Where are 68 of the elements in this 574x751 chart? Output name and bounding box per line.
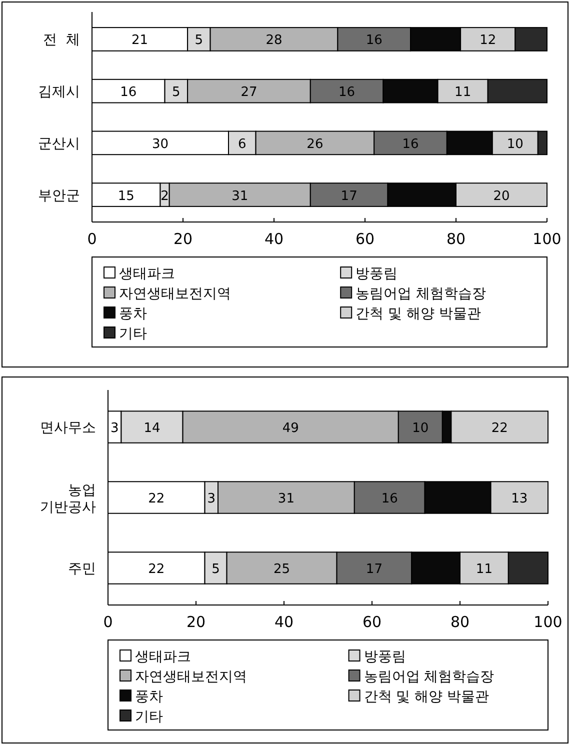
x-tick-label: 40 [274, 613, 294, 631]
data-label: 17 [340, 188, 358, 204]
legend-label: 풍차 [119, 306, 147, 322]
x-tick-label: 60 [362, 613, 382, 631]
y-tick-label: 군산시 [38, 136, 80, 152]
legend-label: 기타 [119, 326, 147, 342]
data-label: 12 [480, 33, 496, 48]
data-label: 20 [493, 188, 510, 204]
y-tick-label: 농업 기반공사 [40, 482, 96, 516]
data-label: 28 [266, 33, 282, 48]
legend-label: 농림어업 체험학습장 [356, 286, 486, 302]
data-label: 22 [148, 492, 165, 506]
y-tick-label: 부안군 [38, 188, 80, 204]
legend-label: 생태파크 [119, 266, 175, 282]
data-label: 5 [172, 85, 180, 100]
legend-label: 농림어업 체험학습장 [364, 669, 494, 685]
legend-label: 생태파크 [135, 649, 191, 665]
y-tick-label: 주민 [68, 560, 96, 577]
data-label: 10 [506, 136, 524, 152]
data-label: 25 [274, 562, 290, 577]
y-tick-label: 면사무소 [40, 420, 96, 436]
x-tick-label: 0 [87, 230, 97, 248]
x-tick-label: 80 [450, 613, 470, 631]
legend-label: 기타 [135, 709, 163, 725]
data-label: 11 [454, 85, 472, 100]
data-label: 22 [148, 562, 165, 577]
x-tick-label: 20 [173, 230, 193, 248]
data-label: 16 [381, 492, 398, 506]
data-label: 27 [240, 85, 258, 100]
legend-label: 간척 및 해양 박물관 [356, 306, 481, 322]
data-label: 17 [366, 562, 382, 577]
x-tick-label: 0 [103, 613, 113, 631]
data-label: 16 [120, 85, 137, 100]
data-label: 3 [110, 421, 119, 436]
x-tick-label: 60 [355, 230, 375, 248]
x-tick-label: 20 [186, 613, 206, 631]
data-label: 5 [194, 33, 204, 48]
data-label: 16 [402, 136, 419, 152]
data-label: 16 [366, 33, 382, 48]
data-label: 11 [476, 562, 492, 577]
data-label: 30 [152, 136, 169, 152]
legend-label: 간척 및 해양 박물관 [364, 689, 490, 705]
x-tick-label: 40 [264, 230, 284, 248]
data-label: 15 [118, 188, 134, 204]
data-label: 6 [238, 136, 246, 152]
data-label: 5 [212, 562, 220, 577]
legend-label: 방풍림 [356, 266, 398, 282]
data-label: 49 [282, 421, 299, 436]
data-label: 2 [160, 188, 169, 204]
legend-label: 자연생태보전지역 [135, 669, 247, 685]
legend-label: 자연생태보전지역 [119, 286, 231, 302]
data-label: 10 [412, 421, 429, 436]
data-label: 14 [144, 421, 160, 436]
data-label: 31 [278, 492, 294, 506]
data-label: 22 [491, 421, 508, 436]
x-tick-label: 80 [446, 230, 466, 248]
data-label: 3 [207, 492, 216, 506]
data-label: 21 [132, 33, 148, 48]
data-label: 13 [511, 492, 528, 506]
x-tick-label: 100 [534, 613, 562, 631]
data-label: 26 [306, 136, 324, 152]
data-label: 31 [232, 188, 248, 204]
data-label: 16 [338, 85, 356, 100]
y-tick-label: 전 체 [43, 32, 80, 48]
legend-label: 방풍림 [364, 649, 406, 665]
x-tick-label: 100 [532, 230, 562, 248]
legend-label: 풍차 [135, 689, 163, 705]
y-tick-label: 김제시 [38, 84, 80, 100]
